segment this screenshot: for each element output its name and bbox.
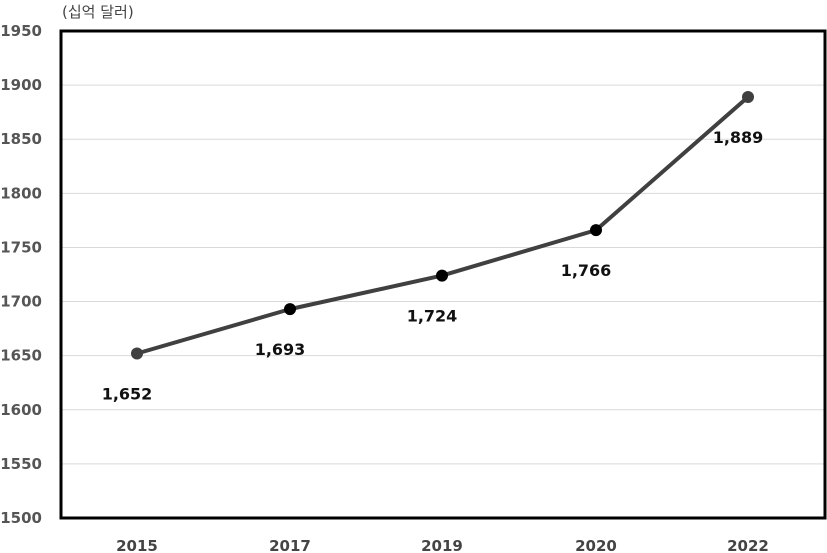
gridlines xyxy=(61,84,825,465)
y-tick-label: 1600 xyxy=(0,401,42,419)
data-label: 1,889 xyxy=(713,128,764,147)
series-line xyxy=(131,91,754,360)
data-label: 1,693 xyxy=(255,340,306,359)
data-label: 1,766 xyxy=(561,261,612,280)
data-point xyxy=(590,224,602,237)
y-tick-label: 1900 xyxy=(0,76,42,94)
y-tick-label: 1650 xyxy=(0,347,42,365)
x-tick-label: 2017 xyxy=(269,537,311,553)
y-tick-label: 1700 xyxy=(0,293,42,311)
data-labels: 1,652 1,693 1,724 1,766 1,889 xyxy=(102,128,764,403)
y-tick-label: 1850 xyxy=(0,130,42,148)
data-point xyxy=(742,91,754,104)
x-tick-label: 2022 xyxy=(727,537,769,553)
unit-label: (십억 달러) xyxy=(62,3,134,21)
y-axis-ticks: 1500 1550 1600 1650 1700 1750 1800 1850 1900 1950 xyxy=(0,22,42,527)
x-tick-label: 2019 xyxy=(421,537,463,553)
y-tick-label: 1750 xyxy=(0,238,42,256)
data-point xyxy=(131,347,143,360)
plot-frame xyxy=(59,29,827,520)
y-tick-label: 1550 xyxy=(0,455,42,473)
x-tick-label: 2020 xyxy=(575,537,617,553)
y-tick-label: 1950 xyxy=(0,22,42,40)
x-tick-label: 2015 xyxy=(116,537,158,553)
y-tick-label: 1800 xyxy=(0,184,42,202)
data-label: 1,724 xyxy=(407,307,458,326)
data-point xyxy=(284,303,296,316)
data-point xyxy=(436,269,448,282)
y-tick-label: 1500 xyxy=(0,509,42,527)
x-axis-ticks: 2015 2017 2019 2020 2022 xyxy=(116,537,769,553)
data-label: 1,652 xyxy=(102,385,153,404)
